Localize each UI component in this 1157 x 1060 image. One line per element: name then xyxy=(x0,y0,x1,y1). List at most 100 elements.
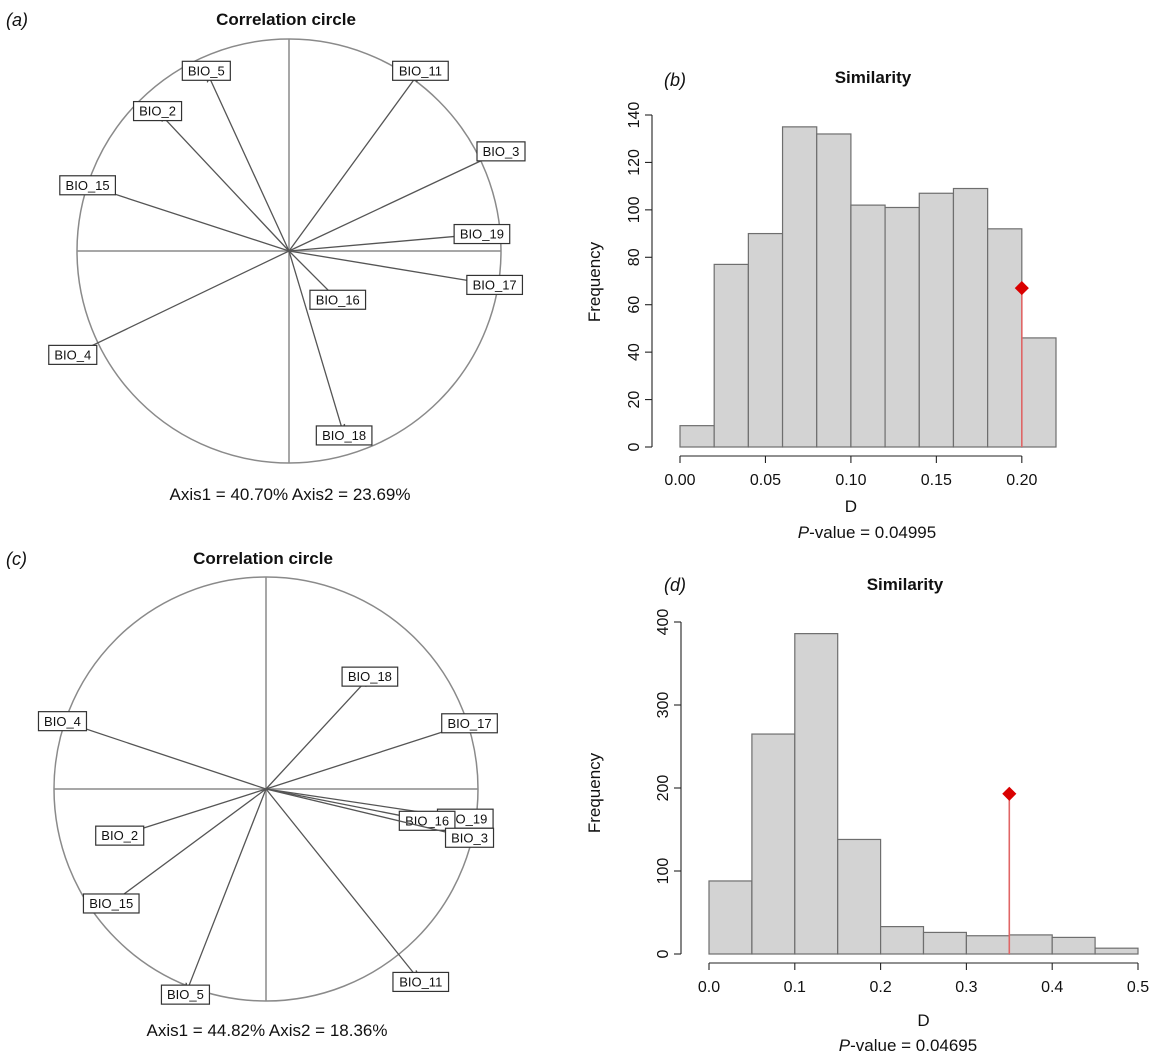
arrow-bio-5 xyxy=(187,788,267,992)
label-box xyxy=(181,60,231,81)
label-text: BIO_17 xyxy=(473,278,517,293)
chart-title: Similarity xyxy=(835,68,912,87)
panel-label: (b) xyxy=(664,70,686,90)
x-tick-label: 0.00 xyxy=(664,472,695,489)
label-box xyxy=(466,274,524,296)
y-tick-label: 200 xyxy=(655,775,672,802)
y-tick-label: 140 xyxy=(626,102,643,129)
variable-label-bio-19: BIO_19 xyxy=(453,223,511,245)
arrow-bio-18 xyxy=(288,250,343,433)
arrow-bio-4 xyxy=(66,722,267,790)
panel-b-similarity-histogram: (b) Similarity 0.00 0.05 0.10 0.15 0.20 0 20 40 60… xyxy=(585,68,1057,542)
variable-label-bio-15: BIO_15 xyxy=(59,175,116,196)
arrow-bio-11 xyxy=(265,788,418,979)
arrow-bio-2 xyxy=(160,113,290,252)
x-tick-label: 0.1 xyxy=(784,979,806,996)
label-box xyxy=(309,289,367,310)
label-box xyxy=(444,827,495,848)
arrow-bio-2 xyxy=(122,788,267,835)
label-text: BIO_15 xyxy=(66,178,110,193)
label-text: BIO_2 xyxy=(139,104,176,119)
histogram-bar xyxy=(1051,936,1096,955)
label-text: BIO_4 xyxy=(54,347,91,362)
arrow-bio-15 xyxy=(114,788,267,902)
label-box xyxy=(315,425,373,446)
p-value-italic-p: P xyxy=(839,1036,851,1055)
y-tick-label: 20 xyxy=(626,391,643,409)
label-box xyxy=(132,100,183,122)
label-text: BIO_11 xyxy=(399,63,442,78)
chart-title: Correlation circle xyxy=(216,10,356,29)
arrow-bio-4 xyxy=(76,250,290,353)
label-box xyxy=(441,713,498,734)
label-box xyxy=(453,223,511,245)
histogram-bar xyxy=(794,633,839,955)
p-value-text: -value = 0.04695 xyxy=(850,1036,977,1055)
chart-title: Correlation circle xyxy=(193,549,333,568)
variable-label-bio-18: BIO_18 xyxy=(315,425,373,446)
histogram-bar xyxy=(987,228,1023,448)
arrow-bio-17 xyxy=(288,250,492,284)
label-text: BIO_4 xyxy=(44,714,81,729)
label-box xyxy=(392,60,449,81)
x-axis-label: D xyxy=(917,1011,929,1030)
histogram-bar xyxy=(965,935,1010,955)
y-tick-label: 300 xyxy=(655,692,672,719)
variable-label-bio-5: BIO_5 xyxy=(181,60,231,81)
histogram-bar xyxy=(1094,947,1139,955)
y-tick-label: 0 xyxy=(655,949,672,958)
y-tick-label: 60 xyxy=(626,296,643,314)
histogram-bar xyxy=(850,204,886,448)
variable-label-bio-11: BIO_11 xyxy=(392,971,450,993)
variable-label-bio-4: BIO_4 xyxy=(37,711,88,732)
histogram-bar xyxy=(816,133,852,448)
arrow-bio-16 xyxy=(265,788,425,820)
observed-value-marker xyxy=(1002,786,1017,801)
label-text: BIO_16 xyxy=(316,292,360,307)
histogram-bar xyxy=(837,838,882,955)
variable-label-bio-3: BIO_3 xyxy=(476,141,526,162)
p-value-text: -value = 0.04995 xyxy=(809,523,936,542)
panel-label: (a) xyxy=(6,10,28,30)
label-text: BIO_3 xyxy=(451,830,488,845)
x-tick-label: 0.2 xyxy=(869,979,891,996)
variable-label-bio-2: BIO_2 xyxy=(132,100,183,122)
label-text: BIO_5 xyxy=(188,63,225,78)
histogram-bar xyxy=(922,931,968,955)
panel-c-correlation-circle: (c) Correlation circle BIO_18 BIO_17 BIO_4 BI… xyxy=(6,549,498,1040)
histogram-bar xyxy=(1008,934,1053,955)
variable-label-bio-5: BIO_5 xyxy=(160,984,211,1005)
variable-label-bio-16: BIO_16 xyxy=(309,289,367,310)
label-text: BIO_3 xyxy=(483,144,520,159)
x-tick-label: 0.0 xyxy=(698,979,720,996)
label-text: BIO_15 xyxy=(89,896,133,911)
label-text: BIO_11 xyxy=(399,975,442,990)
histogram-bar xyxy=(708,880,753,955)
label-box xyxy=(82,893,140,914)
histogram-bar xyxy=(679,425,715,448)
arrow-bio-18 xyxy=(265,678,368,790)
label-box xyxy=(48,344,98,365)
label-box xyxy=(59,175,116,196)
histogram-bar xyxy=(879,926,925,955)
x-tick-label: 0.20 xyxy=(1006,472,1037,489)
variable-label-bio-17: BIO_17 xyxy=(441,713,498,734)
panel-label: (c) xyxy=(6,549,27,569)
histogram-bar xyxy=(713,263,749,448)
variable-label-bio-3: BIO_3 xyxy=(444,827,495,848)
axis-variance-caption: Axis1 = 44.82% Axis2 = 18.36% xyxy=(147,1021,388,1040)
variable-label-bio-4: BIO_4 xyxy=(48,344,98,365)
p-value-caption: P-value = 0.04995 xyxy=(798,523,936,542)
panel-label: (d) xyxy=(664,575,686,595)
panel-a-correlation-circle: (a) Correlation circle BIO_5 BIO_2 BIO_11 BIO… xyxy=(6,10,526,504)
histogram-bar xyxy=(781,126,818,448)
y-tick-label: 80 xyxy=(626,248,643,266)
label-text: BIO_16 xyxy=(405,813,449,828)
y-tick-label: 0 xyxy=(626,442,643,451)
y-tick-label: 100 xyxy=(626,196,643,223)
x-tick-label: 0.3 xyxy=(955,979,977,996)
label-text: BIO_17 xyxy=(447,716,491,731)
y-axis-label: Frequency xyxy=(585,752,604,833)
label-box xyxy=(37,711,88,732)
